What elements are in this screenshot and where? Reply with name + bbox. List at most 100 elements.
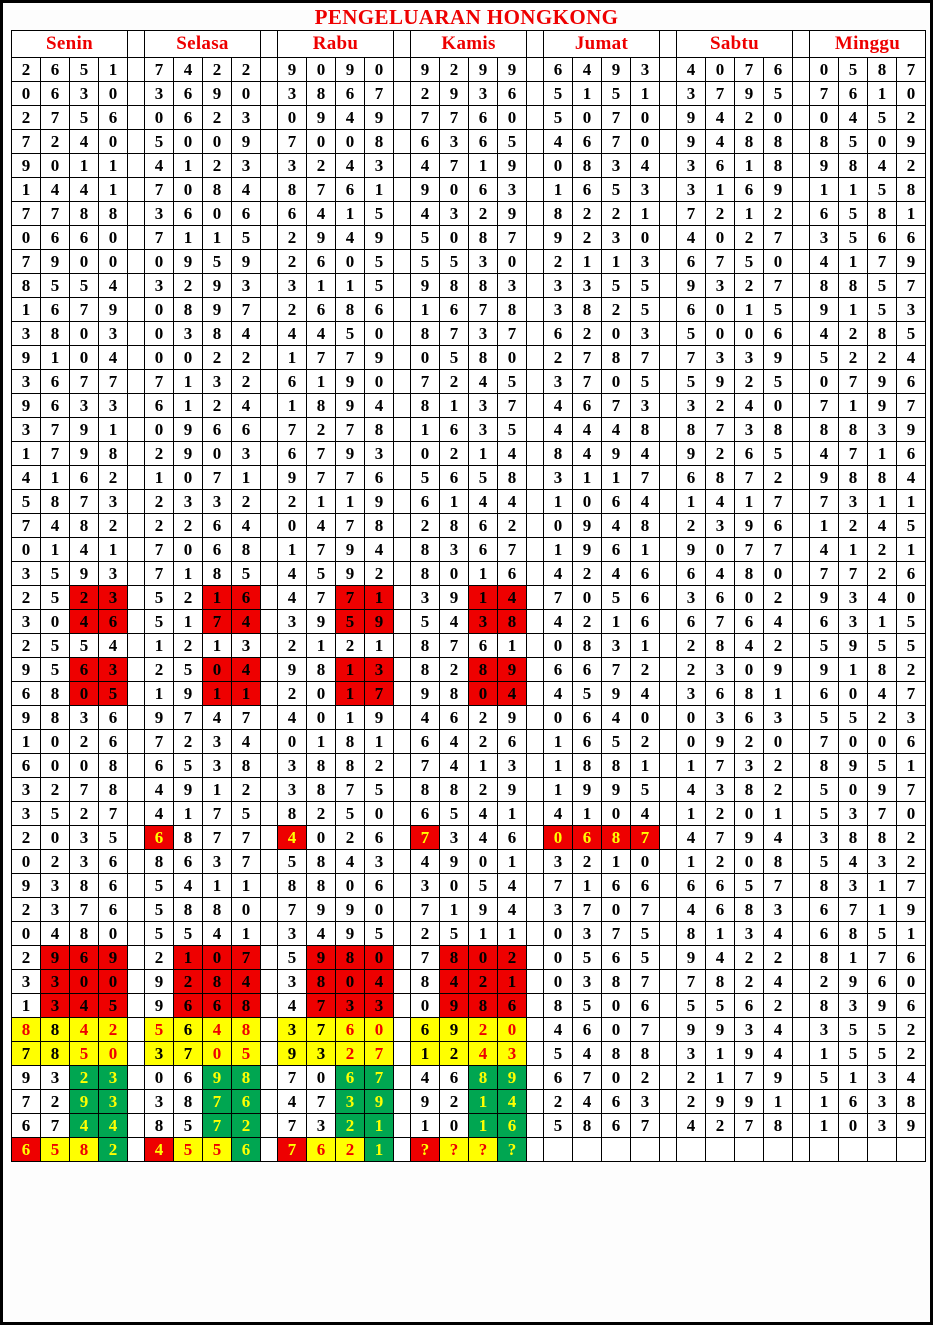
digit-cell: 1 [40,537,70,562]
digit-cell: 7 [306,585,336,610]
column-spacer [260,81,278,106]
column-spacer [393,633,411,658]
digit-cell: 8 [98,777,128,802]
digit-cell: 6 [497,561,527,586]
digit-cell: 0 [69,345,99,370]
column-spacer [526,585,544,610]
digit-cell: 2 [763,945,793,970]
column-spacer [659,201,677,226]
digit-cell: 9 [364,705,394,730]
digit-cell: 5 [809,705,839,730]
digit-cell: 0 [410,345,440,370]
digit-cell: 5 [497,417,527,442]
digit-cell: 5 [601,177,631,202]
digit-cell: 8 [867,465,897,490]
digit-cell: 8 [734,561,764,586]
digit-cell: 5 [676,369,706,394]
digit-cell: 5 [543,81,573,106]
digit-cell: 1 [676,753,706,778]
column-spacer [393,465,411,490]
digit-cell: 5 [809,1065,839,1090]
digit-cell: 2 [277,297,307,322]
column-spacer [260,585,278,610]
column-spacer [127,321,145,346]
digit-cell: 7 [838,369,868,394]
column-spacer [260,129,278,154]
digit-cell: 9 [11,345,41,370]
digit-cell: 9 [335,369,365,394]
digit-cell: 6 [335,177,365,202]
digit-cell: 7 [40,441,70,466]
digit-cell: 3 [543,273,573,298]
digit-cell: 6 [543,321,573,346]
digit-cell: 2 [468,1017,498,1042]
column-spacer [393,30,411,58]
digit-cell: 6 [676,873,706,898]
digit-cell: 6 [410,729,440,754]
digit-cell: 6 [335,1065,365,1090]
digit-cell: 9 [572,513,602,538]
digit-cell: 9 [202,81,232,106]
column-spacer [393,105,411,130]
column-spacer [393,1065,411,1090]
column-spacer [393,1113,411,1138]
digit-cell: 9 [705,1089,735,1114]
digit-cell: 3 [364,993,394,1018]
digit-cell: 9 [896,1113,926,1138]
digit-cell: 9 [572,537,602,562]
digit-cell: 7 [809,489,839,514]
column-spacer [792,705,810,730]
digit-cell: 7 [11,1089,41,1114]
digit-cell: 9 [867,993,897,1018]
digit-cell: 0 [734,849,764,874]
digit-cell: 5 [202,1137,232,1162]
column-spacer [393,129,411,154]
digit-cell: 1 [364,633,394,658]
digit-cell: 2 [439,657,469,682]
digit-cell: 6 [468,177,498,202]
digit-cell: 6 [439,465,469,490]
digit-cell: 5 [173,1113,203,1138]
column-spacer [659,225,677,250]
digit-cell: 8 [838,825,868,850]
digit-cell: 5 [896,633,926,658]
digit-cell: 5 [69,633,99,658]
digit-cell: 1 [11,441,41,466]
column-spacer [260,153,278,178]
digit-cell: 2 [439,369,469,394]
digit-cell: 1 [202,873,232,898]
digit-cell: 3 [306,1113,336,1138]
digit-cell: 1 [335,489,365,514]
digit-cell: 0 [734,321,764,346]
digit-cell: 8 [173,1089,203,1114]
digit-cell: 6 [439,705,469,730]
digit-cell: 2 [98,513,128,538]
digit-cell: 1 [98,153,128,178]
digit-cell: 0 [173,465,203,490]
digit-cell: 8 [69,1137,99,1162]
digit-cell: 7 [202,465,232,490]
digit-cell: 0 [630,225,660,250]
digit-cell: 1 [173,945,203,970]
digit-cell: 0 [601,897,631,922]
column-spacer [792,1089,810,1114]
digit-cell: 4 [676,1113,706,1138]
digit-cell: 1 [364,1137,394,1162]
digit-cell: 3 [69,849,99,874]
column-spacer [659,729,677,754]
digit-cell: 2 [144,441,174,466]
digit-cell: 8 [809,753,839,778]
digit-cell: 8 [734,897,764,922]
digit-cell: 7 [335,777,365,802]
digit-cell: 8 [734,777,764,802]
digit-cell: 7 [40,417,70,442]
digit-cell: 7 [69,369,99,394]
digit-cell: 6 [896,225,926,250]
digit-cell: 5 [144,897,174,922]
digit-cell: 2 [676,633,706,658]
digit-cell: 5 [468,873,498,898]
digit-cell: 9 [676,537,706,562]
